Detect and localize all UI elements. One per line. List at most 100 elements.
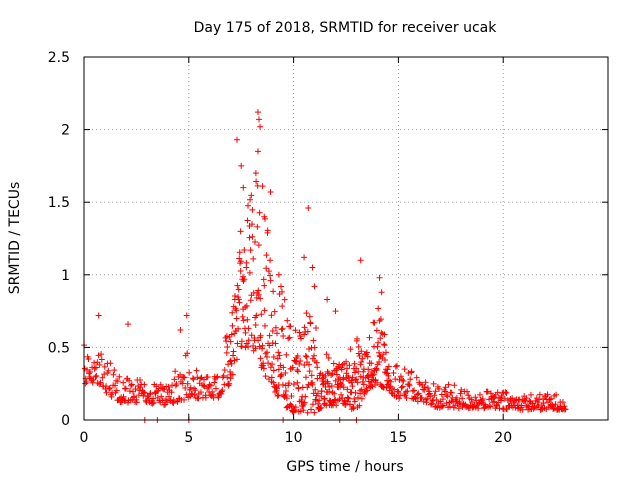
data-point: [252, 345, 259, 352]
data-point: [270, 367, 277, 374]
data-point: [122, 385, 129, 392]
data-point: [301, 254, 308, 261]
data-point: [224, 343, 231, 350]
data-point: [345, 395, 352, 402]
data-point: [433, 403, 440, 410]
data-point: [461, 402, 468, 409]
data-point: [305, 205, 312, 212]
data-point: [283, 404, 290, 411]
data-point: [369, 372, 376, 379]
data-point: [174, 398, 181, 405]
data-point: [294, 379, 301, 386]
data-point: [306, 313, 313, 320]
data-point: [439, 396, 446, 403]
data-point: [529, 400, 536, 407]
data-point: [302, 393, 309, 400]
data-point: [209, 388, 216, 395]
data-point: [448, 389, 455, 396]
data-point: [227, 338, 234, 345]
data-point: [229, 371, 236, 378]
data-point: [256, 209, 263, 216]
data-point: [323, 351, 330, 358]
data-point: [300, 401, 307, 408]
data-point: [439, 403, 446, 410]
data-point: [270, 288, 277, 295]
data-point: [182, 384, 189, 391]
data-point: [457, 390, 464, 397]
data-point: [141, 381, 148, 388]
y-tick-label: 2: [61, 123, 70, 139]
data-point: [376, 274, 383, 281]
data-point: [397, 373, 404, 380]
data-point: [446, 403, 453, 410]
data-point: [436, 385, 443, 392]
data-point: [214, 373, 221, 380]
data-point: [221, 367, 228, 374]
data-points: [81, 109, 569, 423]
data-point: [248, 332, 255, 339]
data-point: [360, 381, 367, 388]
data-point: [267, 189, 274, 196]
data-point: [359, 355, 366, 362]
data-point: [272, 340, 279, 347]
data-point: [111, 367, 118, 374]
data-point: [204, 373, 211, 380]
data-point: [254, 223, 261, 230]
data-point: [319, 371, 326, 378]
data-point: [411, 387, 418, 394]
data-point: [473, 397, 480, 404]
data-point: [193, 367, 200, 374]
data-point: [487, 403, 494, 410]
data-point: [351, 395, 358, 402]
data-point: [304, 409, 311, 416]
data-point: [219, 387, 226, 394]
data-point: [336, 396, 343, 403]
data-point: [375, 305, 382, 312]
data-point: [346, 401, 353, 408]
data-point: [99, 374, 106, 381]
data-point: [308, 372, 315, 379]
data-point: [152, 390, 159, 397]
data-point: [357, 361, 364, 368]
data-point: [246, 269, 253, 276]
data-point: [246, 234, 253, 241]
data-point: [227, 368, 234, 375]
data-point: [132, 385, 139, 392]
data-point: [261, 282, 268, 289]
data-point: [296, 361, 303, 368]
data-point: [251, 335, 258, 342]
data-point: [147, 390, 154, 397]
data-point: [206, 381, 213, 388]
data-point: [333, 402, 340, 409]
data-point: [224, 374, 231, 381]
data-point: [384, 366, 391, 373]
data-point: [228, 360, 235, 367]
data-point: [346, 362, 353, 369]
data-point: [294, 367, 301, 374]
data-point: [426, 390, 433, 397]
data-point: [363, 349, 370, 356]
data-point: [242, 344, 249, 351]
data-point: [158, 393, 165, 400]
x-tick-label: 0: [80, 430, 89, 446]
data-point: [475, 405, 482, 412]
data-point: [96, 361, 103, 368]
data-point: [331, 390, 338, 397]
data-point: [263, 265, 270, 272]
data-point: [106, 384, 113, 391]
data-point: [136, 387, 143, 394]
data-point: [356, 352, 363, 359]
data-point: [309, 401, 316, 408]
data-point: [280, 333, 287, 340]
data-point: [243, 259, 250, 266]
data-point: [296, 329, 303, 336]
data-point: [177, 326, 184, 333]
data-point: [378, 289, 385, 296]
data-point: [184, 350, 191, 357]
data-point: [397, 392, 404, 399]
data-point: [326, 383, 333, 390]
data-point: [220, 372, 227, 379]
data-point: [333, 371, 340, 378]
data-point: [484, 388, 491, 395]
data-point: [324, 368, 331, 375]
